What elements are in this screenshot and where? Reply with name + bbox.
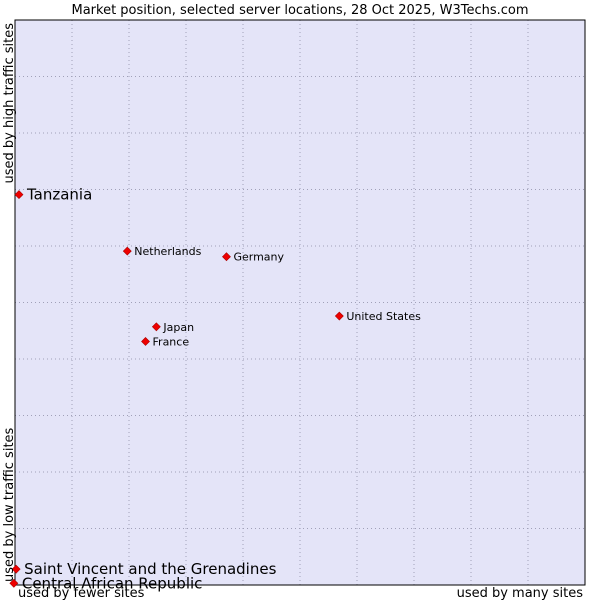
point-label-netherlands: Netherlands <box>134 245 201 258</box>
point-marker-france <box>141 337 150 346</box>
point-label-france: France <box>153 335 190 348</box>
x-axis-label-left: used by fewer sites <box>18 586 145 600</box>
y-axis-label-top: used by high traffic sites <box>2 23 17 184</box>
point-marker-germany <box>222 252 231 262</box>
point-label-central-african-republic: Central African Republic <box>22 574 203 592</box>
point-marker-central-african-republic <box>9 578 19 588</box>
y-axis-label-bottom: used by low traffic sites <box>2 427 17 582</box>
chart-title: Market position, selected server locatio… <box>71 3 528 18</box>
point-label-saint-vincent-and-the-grenadines: Saint Vincent and the Grenadines <box>24 560 276 578</box>
grid-lines <box>15 20 585 585</box>
point-marker-japan <box>151 322 161 332</box>
data-points: Tanzania Netherlands Germany United States J… <box>9 186 421 592</box>
plot-border <box>14 19 586 586</box>
point-marker-united-states <box>334 311 344 321</box>
point-label-tanzania: Tanzania <box>26 186 92 204</box>
point-marker-netherlands <box>122 246 132 256</box>
point-marker-tanzania <box>14 190 24 200</box>
point-label-germany: Germany <box>233 251 284 264</box>
x-axis-label-right: used by many sites <box>457 586 584 600</box>
point-label-japan: Japan <box>162 321 194 334</box>
point-label-united-states: United States <box>346 310 421 323</box>
point-marker-saint-vincent-and-the-grenadines <box>11 564 21 574</box>
